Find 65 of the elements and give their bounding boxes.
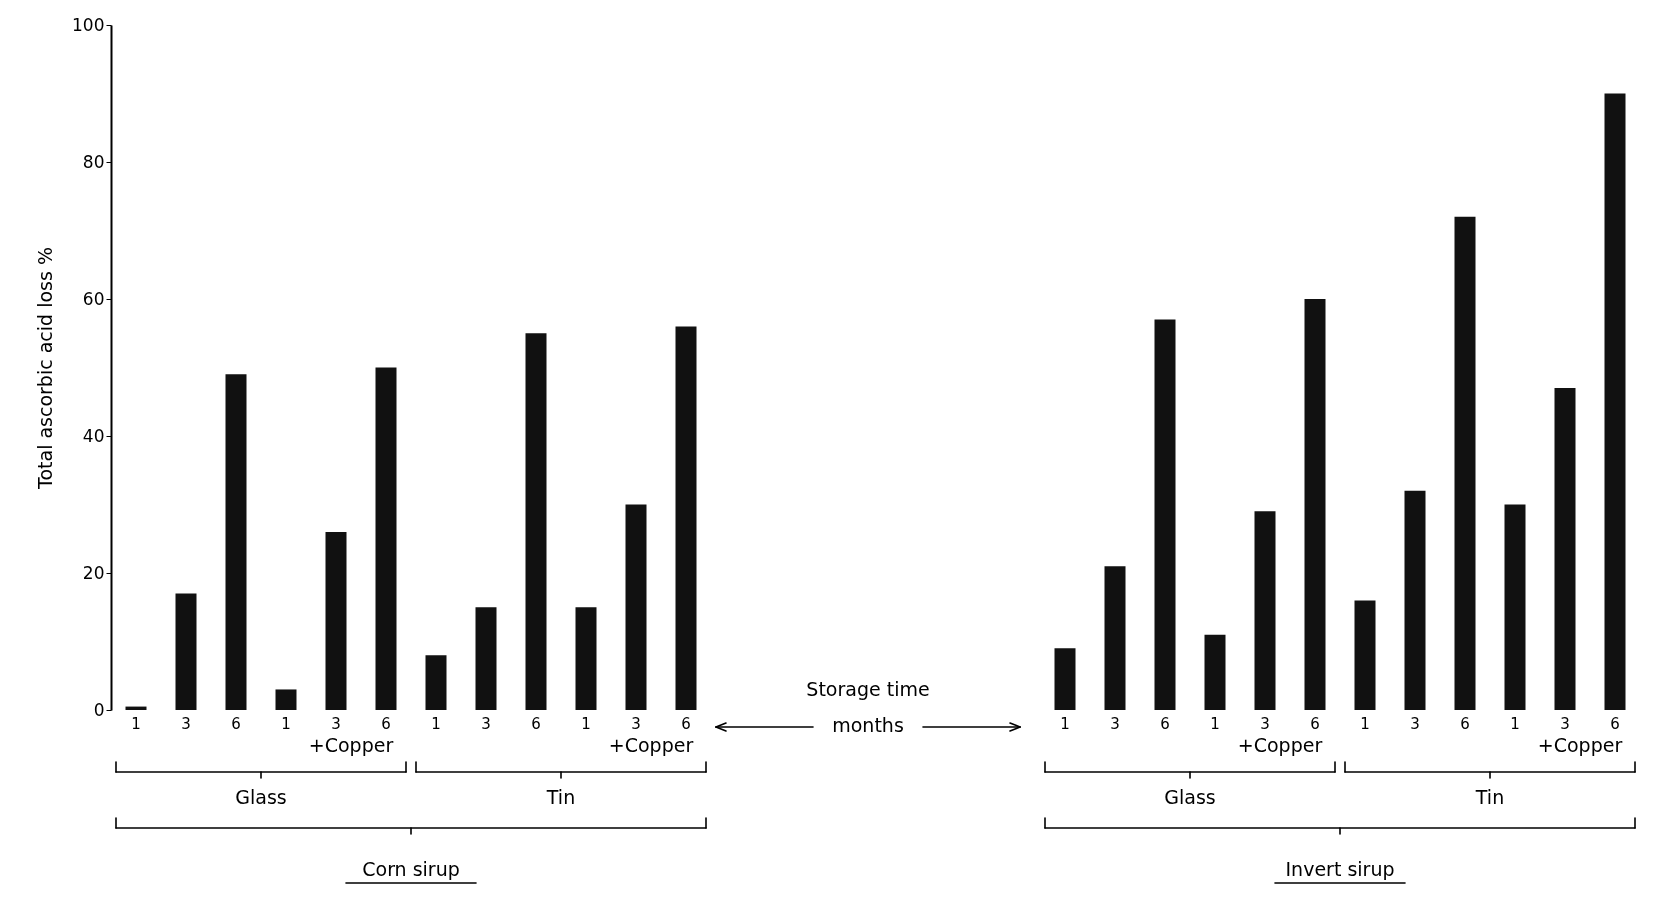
x-tick-label: 1 <box>281 714 291 733</box>
bar <box>1054 648 1076 710</box>
bar <box>1254 511 1276 710</box>
bar <box>225 374 247 710</box>
x-tick-label: 6 <box>1460 714 1470 733</box>
text: +Copper <box>308 734 394 756</box>
x-tick-label: 1 <box>1210 714 1220 733</box>
x-tick-label: 3 <box>1560 714 1570 733</box>
text: +Copper <box>1237 734 1323 756</box>
text: Corn sirup <box>362 858 460 880</box>
x-tick-label: 6 <box>1610 714 1620 733</box>
x-tick-label: 3 <box>181 714 191 733</box>
x-tick-label: 3 <box>1410 714 1420 733</box>
x-tick-label: 6 <box>531 714 541 733</box>
x-tick-label: 6 <box>1160 714 1170 733</box>
y-tick-label: 0 <box>93 699 105 720</box>
bar <box>675 326 697 710</box>
text: Invert sirup <box>1285 858 1395 880</box>
text: +Copper <box>608 734 694 756</box>
bar <box>575 607 597 710</box>
x-tick-label: 1 <box>1360 714 1370 733</box>
bar <box>1204 634 1226 710</box>
x-tick-label: 3 <box>1260 714 1270 733</box>
bar <box>625 504 647 710</box>
x-tick-label: 3 <box>631 714 641 733</box>
x-tick-label: 1 <box>1060 714 1070 733</box>
x-tick-label: 6 <box>1310 714 1320 733</box>
text: Tin <box>545 786 576 808</box>
x-tick-label: 3 <box>481 714 491 733</box>
bar <box>1404 490 1426 710</box>
x-tick-label: 6 <box>381 714 391 733</box>
bar <box>1554 388 1576 710</box>
x-tick-label: 6 <box>681 714 691 733</box>
bar <box>275 689 297 710</box>
bar <box>1504 504 1526 710</box>
bar <box>1604 93 1626 710</box>
bar <box>525 333 547 710</box>
text: +Copper <box>1537 734 1623 756</box>
y-tick-label: 60 <box>82 288 105 309</box>
bar <box>1454 216 1476 710</box>
text: Tin <box>1474 786 1505 808</box>
bar <box>1354 600 1376 710</box>
x-tick-label: 6 <box>231 714 241 733</box>
bar <box>375 367 397 710</box>
bar <box>1104 566 1126 710</box>
y-tick-label: 40 <box>82 425 105 446</box>
bar <box>475 607 497 710</box>
bar <box>425 655 447 710</box>
bar <box>175 593 197 710</box>
y-tick-label: 100 <box>72 14 105 35</box>
text: Storage time months <box>806 678 930 736</box>
x-tick-label: 1 <box>431 714 441 733</box>
x-tick-label: 1 <box>131 714 141 733</box>
bar <box>1304 299 1326 710</box>
x-tick-label: 1 <box>581 714 591 733</box>
y-tick-label: 20 <box>82 562 105 583</box>
bar <box>325 531 347 710</box>
bar <box>1154 319 1176 710</box>
y-tick-label: 80 <box>82 151 105 172</box>
text: Glass <box>1164 786 1216 808</box>
x-tick-label: 3 <box>1110 714 1120 733</box>
y-axis-title: Total ascorbic acid loss % <box>34 247 57 490</box>
x-tick-label: 1 <box>1510 714 1520 733</box>
x-tick-label: 3 <box>331 714 341 733</box>
text: Glass <box>235 786 287 808</box>
